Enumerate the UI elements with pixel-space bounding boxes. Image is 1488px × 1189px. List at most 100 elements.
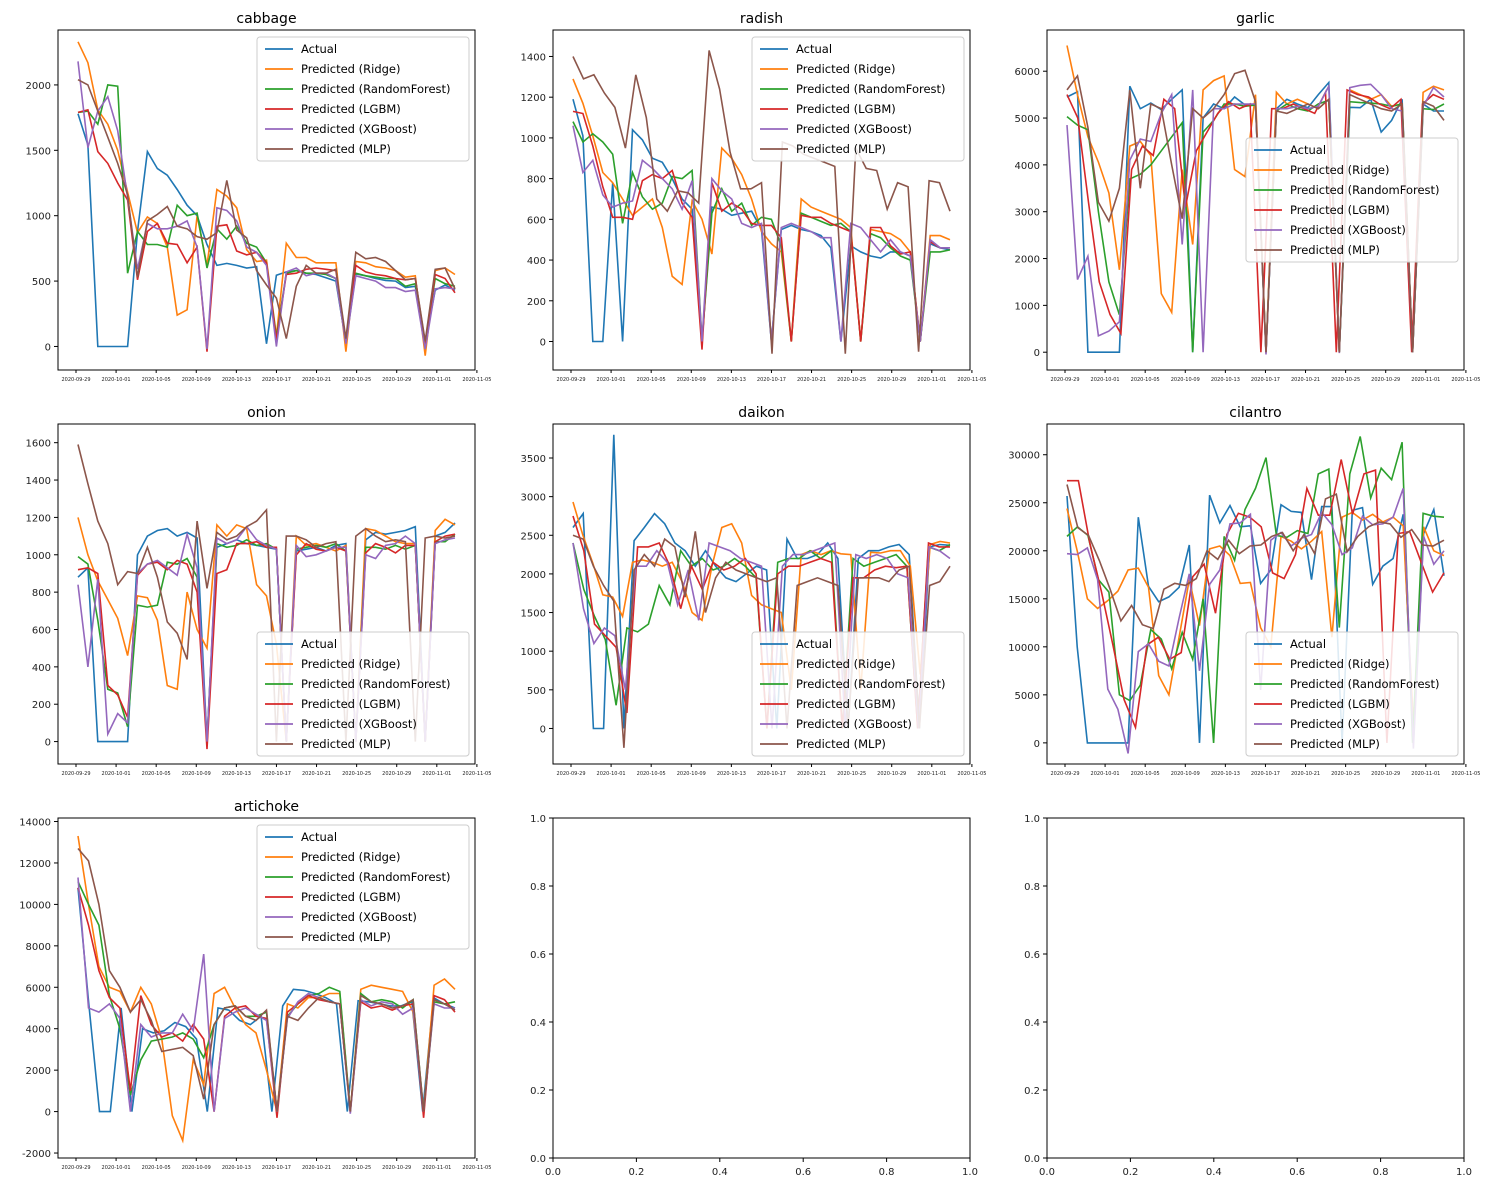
- legend-entry: Predicted (MLP): [1290, 737, 1380, 751]
- x-tick-label: 2020-10-25: [342, 771, 371, 777]
- y-tick-label: 600: [527, 215, 546, 226]
- x-tick-label: 2020-10-13: [222, 377, 251, 383]
- y-tick-label: 2500: [521, 531, 546, 542]
- series-line-predicted-randomforest: [77, 533, 456, 742]
- subplot-empty-7: 0.0 0.2 0.4 0.6 0.8 1.0 0.0 0.2 0.4 0.6 0.8 1.0: [530, 814, 978, 1178]
- y-tick-label: 6000: [1015, 67, 1040, 78]
- x-tick-label: 2020-10-05: [1131, 377, 1160, 383]
- legend-entry: Predicted (XGBoost): [1290, 717, 1406, 731]
- x-tick-label: 2020-11-01: [422, 377, 451, 383]
- y-tick-label: 0.0: [1024, 1154, 1040, 1165]
- y-tick-label: 1400: [26, 476, 51, 487]
- y-tick-label: 20000: [1008, 547, 1040, 558]
- x-tick-label: 2020-09-29: [61, 771, 90, 777]
- y-tick-label: 3500: [521, 454, 546, 465]
- y-tick-label: 8000: [26, 942, 51, 953]
- x-tick-label: 2020-10-09: [677, 771, 706, 777]
- x-tick-label: 2020-11-01: [422, 1165, 451, 1171]
- y-tick-label: 0: [45, 342, 51, 353]
- y-tick-label: 0.8: [1024, 882, 1040, 893]
- y-tick-label: 0: [1034, 348, 1040, 359]
- x-tick-label: 1.0: [962, 1167, 978, 1178]
- legend-entry: Predicted (Ridge): [1290, 163, 1389, 177]
- x-tick-label: 2020-10-29: [1371, 377, 1400, 383]
- x-tick-label: 2020-09-29: [556, 771, 585, 777]
- x-tick-label: 2020-10-17: [262, 771, 291, 777]
- y-tick-label: 15000: [1008, 595, 1040, 606]
- legend-entry: Actual: [796, 637, 832, 651]
- subplot-cilantro: cilantro 0 5000 10000 15000 20000 25000 30000 20…: [1008, 405, 1480, 777]
- legend-entry: Predicted (XGBoost): [301, 717, 417, 731]
- x-tick-label: 2020-10-21: [1291, 771, 1320, 777]
- subplot-title: garlic: [1236, 11, 1275, 27]
- legend-entry: Predicted (XGBoost): [301, 122, 417, 136]
- legend-entry: Predicted (Ridge): [301, 657, 400, 671]
- x-tick-label: 2020-10-17: [262, 1165, 291, 1171]
- y-tick-label: 600: [32, 625, 51, 636]
- y-tick-label: 0.0: [530, 1154, 546, 1165]
- series-line-actual: [77, 887, 456, 1113]
- series-line-predicted-mlp: [1066, 69, 1445, 353]
- y-tick-label: 5000: [1015, 114, 1040, 125]
- y-tick-label: 800: [527, 175, 546, 186]
- series-line-predicted-lgbm: [77, 533, 456, 750]
- legend-entry: Predicted (RandomForest): [301, 82, 451, 96]
- x-tick-label: 0.4: [712, 1167, 728, 1178]
- legend-frame: [751, 36, 965, 162]
- x-tick-label: 2020-11-05: [462, 1165, 491, 1171]
- legend: Actual Predicted (Ridge) Predicted (Random…: [751, 631, 965, 757]
- series-line-predicted-lgbm: [1067, 459, 1445, 743]
- series-line-predicted-lgbm: [77, 108, 456, 352]
- legend-entry: Predicted (XGBoost): [1290, 223, 1406, 237]
- x-tick-label: 2020-10-01: [102, 377, 131, 383]
- x-tick-label: 0.2: [1122, 1167, 1138, 1178]
- legend-entry: Predicted (Ridge): [796, 62, 895, 76]
- legend-entry: Predicted (RandomForest): [1290, 183, 1440, 197]
- y-tick-label: 25000: [1008, 499, 1040, 510]
- y-tick-label: 1000: [1015, 301, 1040, 312]
- x-tick-label: 2020-10-17: [1251, 377, 1280, 383]
- y-tick-label: 1.0: [1024, 814, 1040, 825]
- legend-entry: Predicted (XGBoost): [796, 122, 912, 136]
- legend-entry: Predicted (MLP): [301, 737, 391, 751]
- y-tick-label: 4000: [1015, 161, 1040, 172]
- y-tick-label: 1500: [521, 609, 546, 620]
- subplot-daikon: daikon 0 500 1000 1500 2000 2500 3000 3500 2020-0…: [521, 405, 987, 777]
- x-tick-label: 2020-10-21: [302, 377, 331, 383]
- y-tick-label: 0.2: [530, 1086, 546, 1097]
- legend-frame: [1245, 137, 1459, 263]
- legend-entry: Actual: [796, 42, 832, 56]
- y-tick-label: 0.4: [1024, 1018, 1040, 1029]
- x-tick-label: 0.8: [879, 1167, 895, 1178]
- series-line-predicted-xgboost: [77, 525, 456, 742]
- legend-frame: [1245, 631, 1459, 757]
- x-tick-label: 2020-10-09: [182, 1165, 211, 1171]
- subplot-title: artichoke: [234, 799, 299, 815]
- y-tick-label: 3000: [521, 493, 546, 504]
- x-tick-label: 2020-10-25: [1331, 771, 1360, 777]
- x-tick-label: 2020-10-09: [182, 377, 211, 383]
- x-tick-label: 2020-11-05: [462, 771, 491, 777]
- x-tick-label: 2020-10-17: [757, 377, 786, 383]
- y-tick-label: 1000: [521, 647, 546, 658]
- x-tick-label: 2020-09-29: [556, 377, 585, 383]
- x-tick-label: 0.0: [1039, 1167, 1055, 1178]
- x-tick-label: 2020-10-29: [382, 771, 411, 777]
- x-tick-label: 2020-10-25: [837, 377, 866, 383]
- y-tick-label: 30000: [1008, 451, 1040, 462]
- x-tick-label: 0.6: [795, 1167, 811, 1178]
- x-tick-label: 2020-10-13: [222, 1165, 251, 1171]
- legend-entry: Predicted (MLP): [796, 142, 886, 156]
- x-tick-label: 2020-10-21: [797, 377, 826, 383]
- y-tick-label: 0.2: [1024, 1086, 1040, 1097]
- x-tick-label: 2020-09-29: [61, 377, 90, 383]
- y-tick-label: 1000: [26, 551, 51, 562]
- x-tick-label: 2020-10-13: [717, 771, 746, 777]
- series-line-predicted-ridge: [572, 501, 951, 690]
- legend-entry: Actual: [1290, 143, 1326, 157]
- x-tick-label: 2020-11-05: [462, 377, 491, 383]
- x-tick-label: 2020-10-25: [1331, 377, 1360, 383]
- x-tick-label: 2020-10-09: [677, 377, 706, 383]
- legend-entry: Predicted (LGBM): [301, 890, 401, 904]
- y-tick-label: 2000: [26, 1066, 51, 1077]
